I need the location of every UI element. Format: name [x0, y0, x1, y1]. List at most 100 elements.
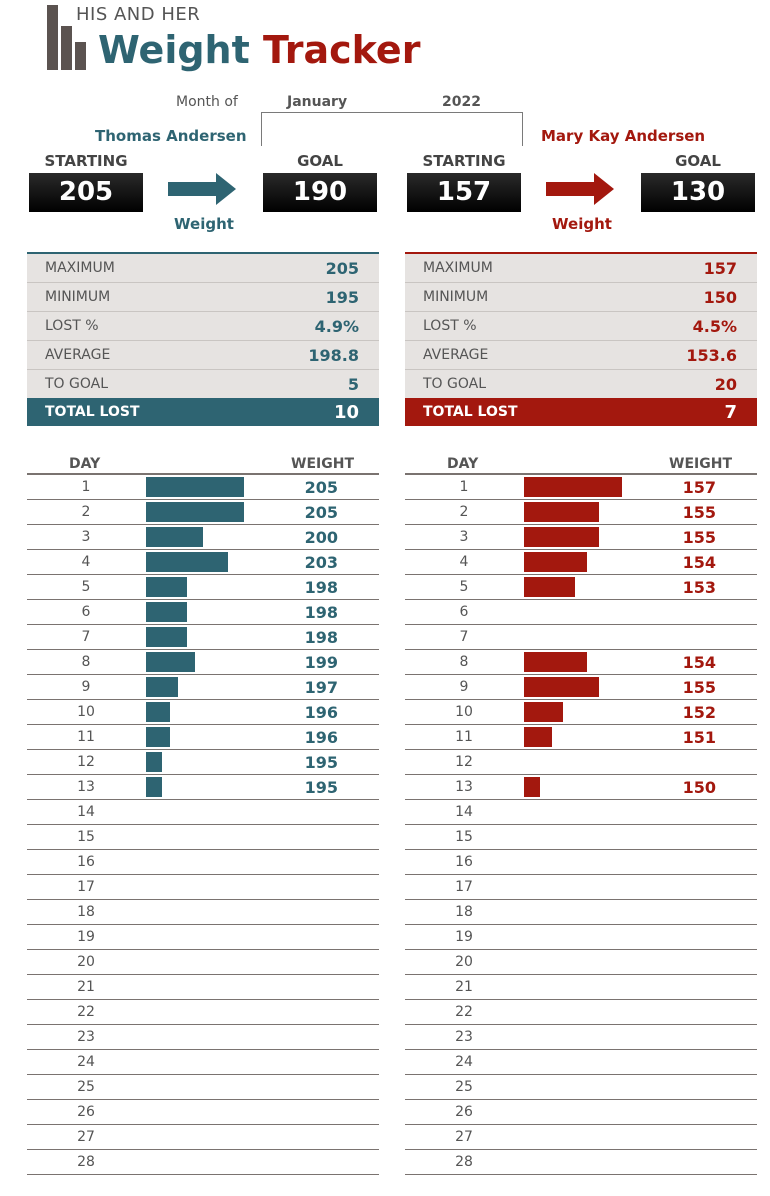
her-table-row: 6	[405, 600, 757, 625]
his-stat-label: TO GOAL	[45, 376, 109, 392]
his-weight-cell[interactable]: 203	[304, 553, 338, 572]
his-weight-cell[interactable]: 195	[304, 753, 338, 772]
her-day-cell: 19	[455, 929, 473, 945]
her-weight-cell[interactable]: 154	[682, 553, 716, 572]
his-weight-cell[interactable]: 200	[304, 528, 338, 547]
her-weight-bar	[524, 652, 587, 672]
his-weight-cell[interactable]: 205	[304, 478, 338, 497]
her-stat-label: AVERAGE	[423, 347, 489, 363]
his-weight-cell[interactable]: 199	[304, 653, 338, 672]
her-weight-bar	[524, 777, 540, 797]
his-stats-body: MAXIMUM 205 MINIMUM 195 LOST % 4.9% AVERAGE 198…	[27, 254, 379, 398]
year-value[interactable]: 2022	[442, 94, 481, 110]
her-weight-bar	[524, 677, 599, 697]
her-weight-cell[interactable]: 153	[682, 578, 716, 597]
her-starting-weight[interactable]: 157	[407, 173, 521, 212]
her-name[interactable]: Mary Kay Andersen	[541, 127, 706, 145]
her-day-cell: 9	[459, 679, 469, 695]
his-weight-bar	[146, 527, 203, 547]
her-day-cell: 4	[459, 554, 469, 570]
her-day-cell: 15	[455, 829, 473, 845]
her-day-cell: 3	[459, 529, 469, 545]
his-stat-label: AVERAGE	[45, 347, 111, 363]
her-weight-cell[interactable]: 150	[682, 778, 716, 797]
his-goal-weight[interactable]: 190	[263, 173, 377, 212]
her-day-cell: 13	[455, 779, 473, 795]
his-table-row: 7 198	[27, 625, 379, 650]
his-table-row: 26	[27, 1100, 379, 1125]
her-day-cell: 10	[455, 704, 473, 720]
her-day-cell: 23	[455, 1029, 473, 1045]
his-table-row: 10 196	[27, 700, 379, 725]
his-weight-bar	[146, 502, 244, 522]
his-weight-cell[interactable]: 198	[304, 578, 338, 597]
his-day-cell: 27	[77, 1129, 95, 1145]
her-weight-cell[interactable]: 155	[682, 678, 716, 697]
her-total-lost-value: 7	[724, 401, 737, 423]
her-stat-value: 4.5%	[692, 316, 737, 336]
his-weight-cell[interactable]: 198	[304, 603, 338, 622]
his-total-lost-label: TOTAL LOST	[45, 404, 140, 420]
his-day-cell: 4	[81, 554, 91, 570]
her-stat-value: 150	[703, 287, 737, 307]
his-table-row: 21	[27, 975, 379, 1000]
page-title: Weight Tracker	[98, 28, 420, 72]
his-stat-label: MAXIMUM	[45, 260, 115, 276]
his-day-cell: 10	[77, 704, 95, 720]
her-weight-cell[interactable]: 154	[682, 653, 716, 672]
her-weight-label: Weight	[552, 215, 612, 233]
his-day-cell: 21	[77, 979, 95, 995]
her-stat-value: 20	[714, 374, 737, 394]
her-stat-label: MINIMUM	[423, 289, 489, 305]
his-table-row: 9 197	[27, 675, 379, 700]
her-stat-label: TO GOAL	[423, 376, 487, 392]
his-starting-weight[interactable]: 205	[29, 173, 143, 212]
his-name[interactable]: Thomas Andersen	[95, 127, 247, 145]
her-day-cell: 5	[459, 579, 469, 595]
her-goal-weight[interactable]: 130	[641, 173, 755, 212]
his-weight-header: WEIGHT	[291, 456, 354, 472]
her-table-row: 1 157	[405, 475, 757, 500]
his-table-row: 16	[27, 850, 379, 875]
her-weight-cell[interactable]: 151	[682, 728, 716, 747]
his-table-row: 13 195	[27, 775, 379, 800]
his-stat-value: 198.8	[308, 345, 359, 365]
his-weight-bar	[146, 777, 162, 797]
her-weight-bar	[524, 702, 564, 722]
his-day-cell: 14	[77, 804, 95, 820]
his-weight-cell[interactable]: 196	[304, 703, 338, 722]
his-day-cell: 2	[81, 504, 91, 520]
his-weight-bar	[146, 627, 187, 647]
his-stat-label: LOST %	[45, 318, 99, 334]
his-stat-row: AVERAGE 198.8	[27, 341, 379, 370]
her-weight-cell[interactable]: 155	[682, 503, 716, 522]
his-table-row: 19	[27, 925, 379, 950]
her-stat-value: 157	[703, 258, 737, 278]
her-table-row: 22	[405, 1000, 757, 1025]
his-weight-cell[interactable]: 205	[304, 503, 338, 522]
his-weight-cell[interactable]: 198	[304, 628, 338, 647]
her-stat-label: LOST %	[423, 318, 477, 334]
her-table-row: 10 152	[405, 700, 757, 725]
her-arrow-icon	[546, 173, 614, 205]
month-value[interactable]: January	[287, 94, 348, 110]
title-weight: Weight	[98, 28, 250, 72]
her-table-row: 13 150	[405, 775, 757, 800]
her-table-row: 5 153	[405, 575, 757, 600]
her-weight-cell[interactable]: 152	[682, 703, 716, 722]
his-day-cell: 26	[77, 1104, 95, 1120]
her-table-row: 25	[405, 1075, 757, 1100]
month-label: Month of	[176, 94, 238, 110]
his-weight-cell[interactable]: 197	[304, 678, 338, 697]
her-table-row: 17	[405, 875, 757, 900]
his-weight-cell[interactable]: 195	[304, 778, 338, 797]
his-day-cell: 13	[77, 779, 95, 795]
her-table-row: 14	[405, 800, 757, 825]
her-day-cell: 26	[455, 1104, 473, 1120]
his-table-row: 14	[27, 800, 379, 825]
his-weight-cell[interactable]: 196	[304, 728, 338, 747]
his-table-body: 1 205 2 205 3 200 4 203 5 198 6 198 7 198 8 199 9 197 10 19…	[27, 475, 379, 1175]
her-weight-cell[interactable]: 155	[682, 528, 716, 547]
his-stat-label: MINIMUM	[45, 289, 111, 305]
her-weight-cell[interactable]: 157	[682, 478, 716, 497]
